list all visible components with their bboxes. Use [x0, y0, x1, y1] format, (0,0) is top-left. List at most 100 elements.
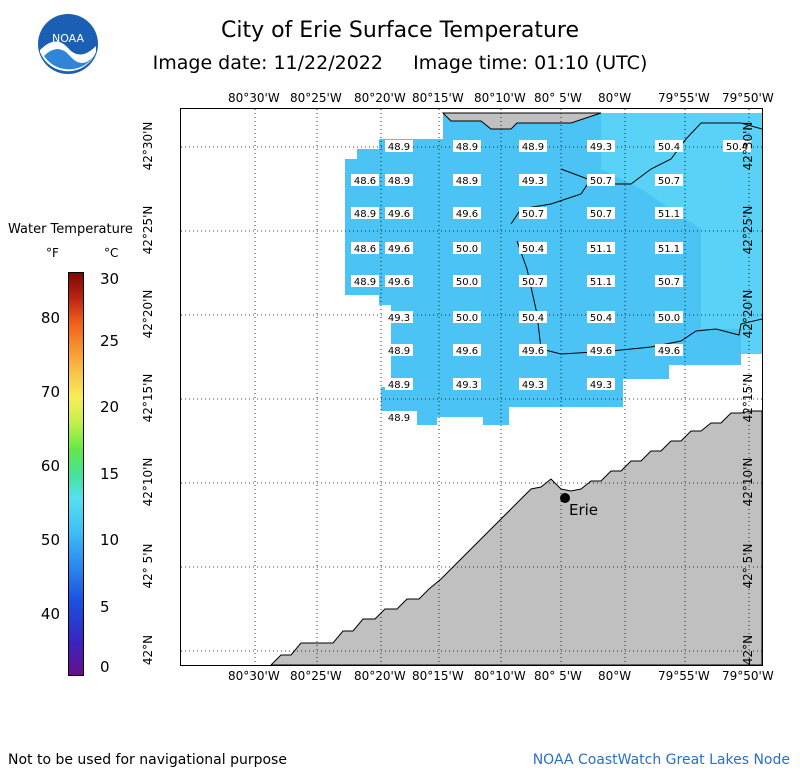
temperature-value: 49.3 [522, 380, 544, 391]
temperature-label-box [453, 140, 481, 152]
temperature-label-box [453, 174, 481, 186]
page-title: City of Erie Surface Temperature [220, 18, 580, 43]
temperature-value: 49.3 [590, 380, 612, 391]
temperature-label-box [385, 378, 413, 390]
temperature-value: 50.7 [658, 277, 680, 288]
y-axis-label-right: 42°20'N [741, 289, 755, 339]
temperature-label-box [453, 275, 481, 287]
y-axis-label-left: 42°10'N [141, 457, 155, 507]
image-datetime: Image date: 11/22/2022 Image time: 01:10… [152, 52, 648, 74]
logo-text: NOAA [52, 32, 85, 45]
temperature-value: 50.4 [658, 142, 680, 153]
temperature-label-box [519, 140, 547, 152]
temperature-value: 48.9 [456, 176, 478, 187]
x-axis-label-top: 80° 5'W [534, 91, 582, 105]
temperature-value: 50.4 [522, 313, 544, 324]
temperature-value: 49.6 [456, 346, 478, 357]
x-axis-label-bottom: 80°10'W [474, 669, 526, 683]
temperature-label-box [519, 311, 547, 323]
x-axis-label-top: 80°W [598, 91, 632, 105]
legend-c-tick: 15 [100, 465, 120, 483]
temperature-label-box [385, 174, 413, 186]
temperature-value: 49.6 [658, 346, 680, 357]
x-axis-label-bottom: 80°20'W [354, 669, 406, 683]
temperature-label-box [655, 242, 683, 254]
legend-title: Water Temperature [8, 222, 133, 237]
temperature-value: 51.1 [590, 244, 612, 255]
temperature-label-box [351, 275, 379, 287]
temperature-map: 48.9 48.9 48.9 49.3 50.4 50.4 48.6 48.9 48.9 49.3… [180, 108, 763, 666]
y-axis-label-left: 42°20'N [141, 289, 155, 339]
y-axis-label-right: 42° 5'N [741, 543, 755, 589]
legend-f-tick: 50 [40, 531, 60, 549]
temperature-label-box [587, 174, 615, 186]
temperature-label-box [453, 207, 481, 219]
temperature-value: 48.9 [388, 142, 410, 153]
temperature-label-box [519, 207, 547, 219]
temperature-label-box [385, 311, 413, 323]
x-axis-label-bottom: 80°30'W [228, 669, 280, 683]
unit-fahrenheit: °F [46, 246, 59, 260]
temperature-label-box [587, 140, 615, 152]
x-axis-label-top: 80°10'W [474, 91, 526, 105]
x-axis-label-bottom: 80°W [598, 669, 632, 683]
y-axis-label-left: 42°15'N [141, 373, 155, 423]
legend-c-tick: 5 [100, 598, 110, 616]
temperature-label-box [655, 174, 683, 186]
temperature-label-box [587, 275, 615, 287]
temperature-value: 50.7 [590, 176, 612, 187]
temperature-value: 48.6 [354, 244, 376, 255]
y-axis-label-right: 42°25'N [741, 205, 755, 255]
erie-city-marker [560, 493, 570, 503]
temperature-label-box [385, 275, 413, 287]
x-axis-label-bottom: 80° 5'W [534, 669, 582, 683]
x-axis-label-top: 80°15'W [412, 91, 464, 105]
temperature-value: 50.4 [590, 313, 612, 324]
temperature-label-box [453, 344, 481, 356]
temperature-label-box [385, 140, 413, 152]
temperature-label-box [351, 207, 379, 219]
x-axis-label-top: 80°20'W [354, 91, 406, 105]
temperature-value: 50.0 [456, 244, 478, 255]
pennsylvania-land [269, 410, 763, 666]
noaa-logo: NOAA [36, 12, 100, 76]
temperature-value: 49.3 [456, 380, 478, 391]
y-axis-label-left: 42° 5'N [141, 543, 155, 589]
y-axis-label-left: 42°25'N [141, 205, 155, 255]
temperature-label-box [519, 174, 547, 186]
temperature-label-box [385, 411, 413, 423]
y-axis-label-right: 42°10'N [741, 457, 755, 507]
legend-f-tick: 40 [40, 605, 60, 623]
temperature-value: 50.4 [726, 142, 748, 153]
temperature-value: 51.1 [658, 209, 680, 220]
legend-c-tick: 0 [100, 658, 110, 676]
temperature-value: 48.9 [388, 380, 410, 391]
temperature-label-box [351, 242, 379, 254]
legend-c-tick: 25 [100, 332, 120, 350]
temperature-value: 50.4 [522, 244, 544, 255]
temperature-label-box [587, 242, 615, 254]
temperature-value: 49.6 [388, 277, 410, 288]
x-axis-label-bottom: 80°25'W [290, 669, 342, 683]
temperature-label-box [519, 242, 547, 254]
temperature-value: 51.1 [590, 277, 612, 288]
temperature-label-box [655, 275, 683, 287]
temperature-label-box [519, 378, 547, 390]
temperature-label-box [587, 311, 615, 323]
coastwatch-credit[interactable]: NOAA CoastWatch Great Lakes Node [532, 752, 790, 768]
temperature-label-box [385, 242, 413, 254]
temperature-label-box [453, 378, 481, 390]
temperature-label-box [655, 140, 683, 152]
temperature-label-box [385, 207, 413, 219]
temperature-label-box [519, 344, 547, 356]
temperature-label-box [453, 311, 481, 323]
temperature-value: 49.3 [590, 142, 612, 153]
x-axis-label-bottom: 79°55'W [658, 669, 710, 683]
temperature-label-box [519, 275, 547, 287]
temperature-value: 48.9 [522, 142, 544, 153]
temperature-value: 49.6 [388, 209, 410, 220]
temperature-value: 50.0 [456, 277, 478, 288]
y-axis-label-right: 42°30'N [741, 121, 755, 171]
temperature-label-box [655, 207, 683, 219]
temperature-value: 48.9 [388, 346, 410, 357]
